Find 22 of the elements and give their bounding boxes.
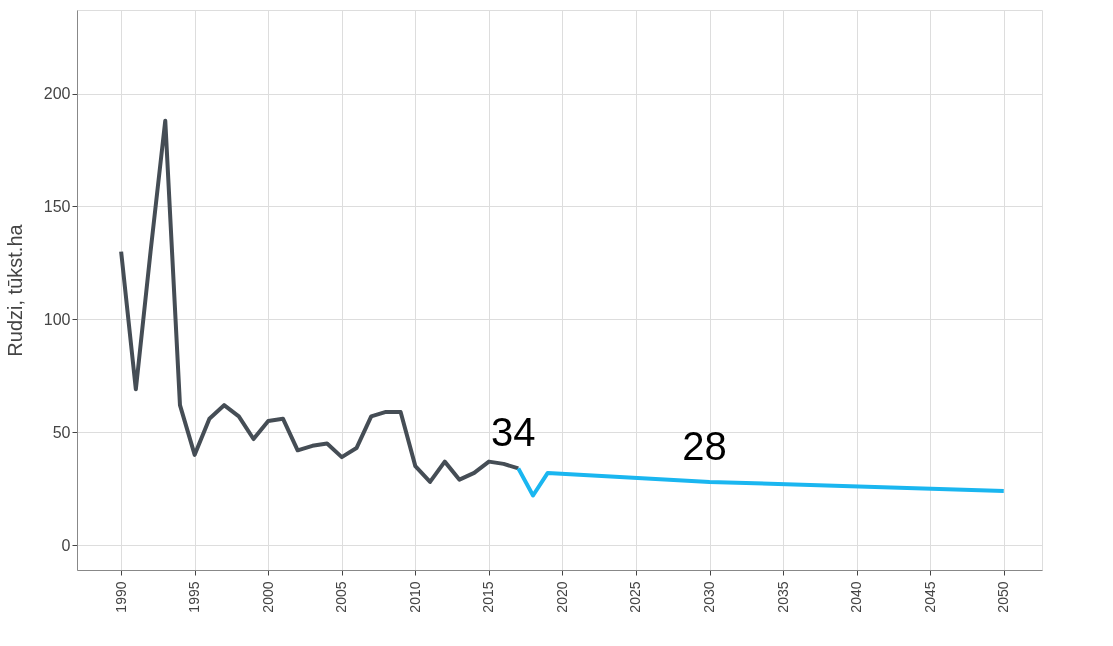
y-tick-label: 0: [61, 536, 71, 554]
x-tick-label: 2050: [995, 581, 1012, 613]
y-axis-title: Rudzi, tūkst.ha: [3, 223, 26, 357]
x-tick-label: 2005: [333, 581, 350, 613]
x-tick-label: 2040: [848, 581, 865, 613]
annotation: 28: [682, 423, 727, 468]
x-tick-label: 2015: [480, 581, 497, 613]
x-tick-label: 1995: [186, 581, 203, 613]
x-tick-label: 2000: [259, 581, 276, 613]
line-series: [516, 466, 1006, 498]
x-tick-label: 2035: [774, 581, 791, 613]
annotation: 34: [491, 410, 536, 455]
x-tick-label: 1990: [112, 581, 129, 613]
y-tick-label: 200: [43, 85, 71, 103]
x-tick-label: 2020: [553, 581, 570, 613]
x-tick-label: 2045: [921, 581, 938, 613]
y-tick-label: 100: [43, 310, 71, 328]
x-tick-label: 2010: [406, 581, 423, 613]
y-tick-label: 50: [52, 423, 71, 441]
y-tick-label: 150: [43, 197, 71, 215]
x-tick-label: 2030: [701, 581, 718, 613]
x-tick-label: 2025: [627, 581, 644, 613]
